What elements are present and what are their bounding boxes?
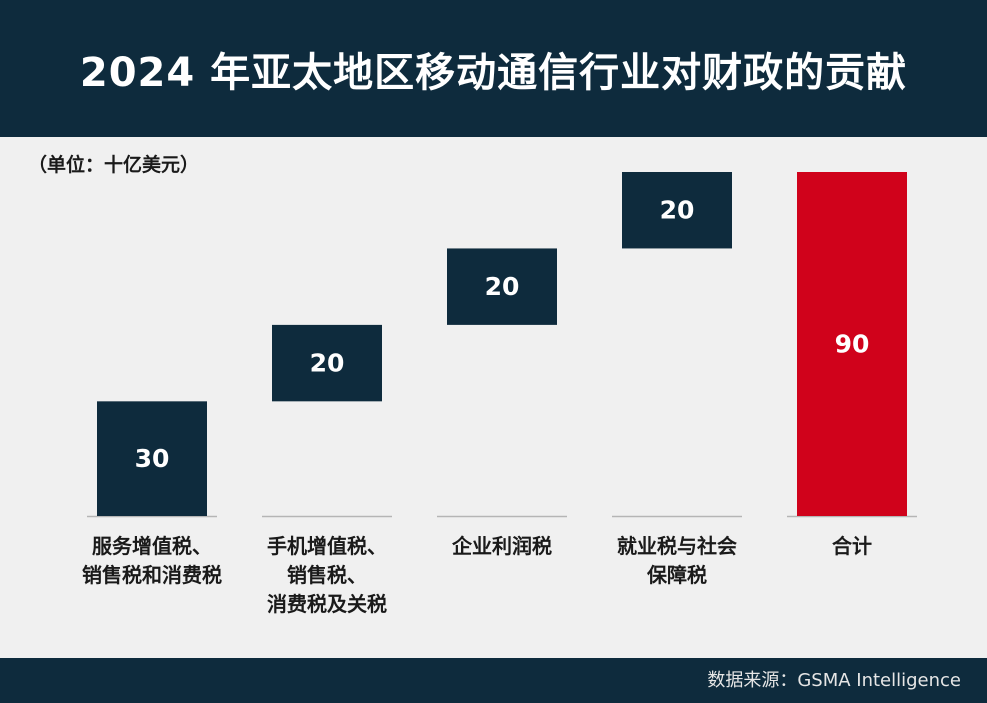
footer-banner: 数据来源：GSMA Intelligence xyxy=(0,658,987,703)
category-label: 就业税与社会 保障税 xyxy=(617,534,737,587)
bar-value-label: 30 xyxy=(135,444,170,473)
bar-value-label: 90 xyxy=(835,330,870,359)
total-bar xyxy=(797,172,907,516)
waterfall-bar xyxy=(97,401,207,516)
waterfall-bar xyxy=(622,172,732,249)
chart-title: 2024 年亚太地区移动通信行业对财政的贡献 xyxy=(79,49,908,96)
waterfall-bar xyxy=(447,248,557,325)
unit-label: （单位：十亿美元） xyxy=(28,154,200,176)
header-banner: 2024 年亚太地区移动通信行业对财政的贡献 xyxy=(0,0,987,137)
bar-value-label: 20 xyxy=(310,349,345,378)
category-label: 合计 xyxy=(832,534,872,558)
waterfall-bar xyxy=(272,324,382,402)
category-label: 手机增值税、 销售税、 消费税及关税 xyxy=(267,534,387,616)
bar-value-label: 20 xyxy=(660,196,695,225)
source-note: 数据来源：GSMA Intelligence xyxy=(707,670,961,691)
bar-value-label: 20 xyxy=(485,272,520,301)
category-label: 企业利润税 xyxy=(452,534,552,558)
category-label: 服务增值税、 销售税和消费税 xyxy=(82,534,222,587)
